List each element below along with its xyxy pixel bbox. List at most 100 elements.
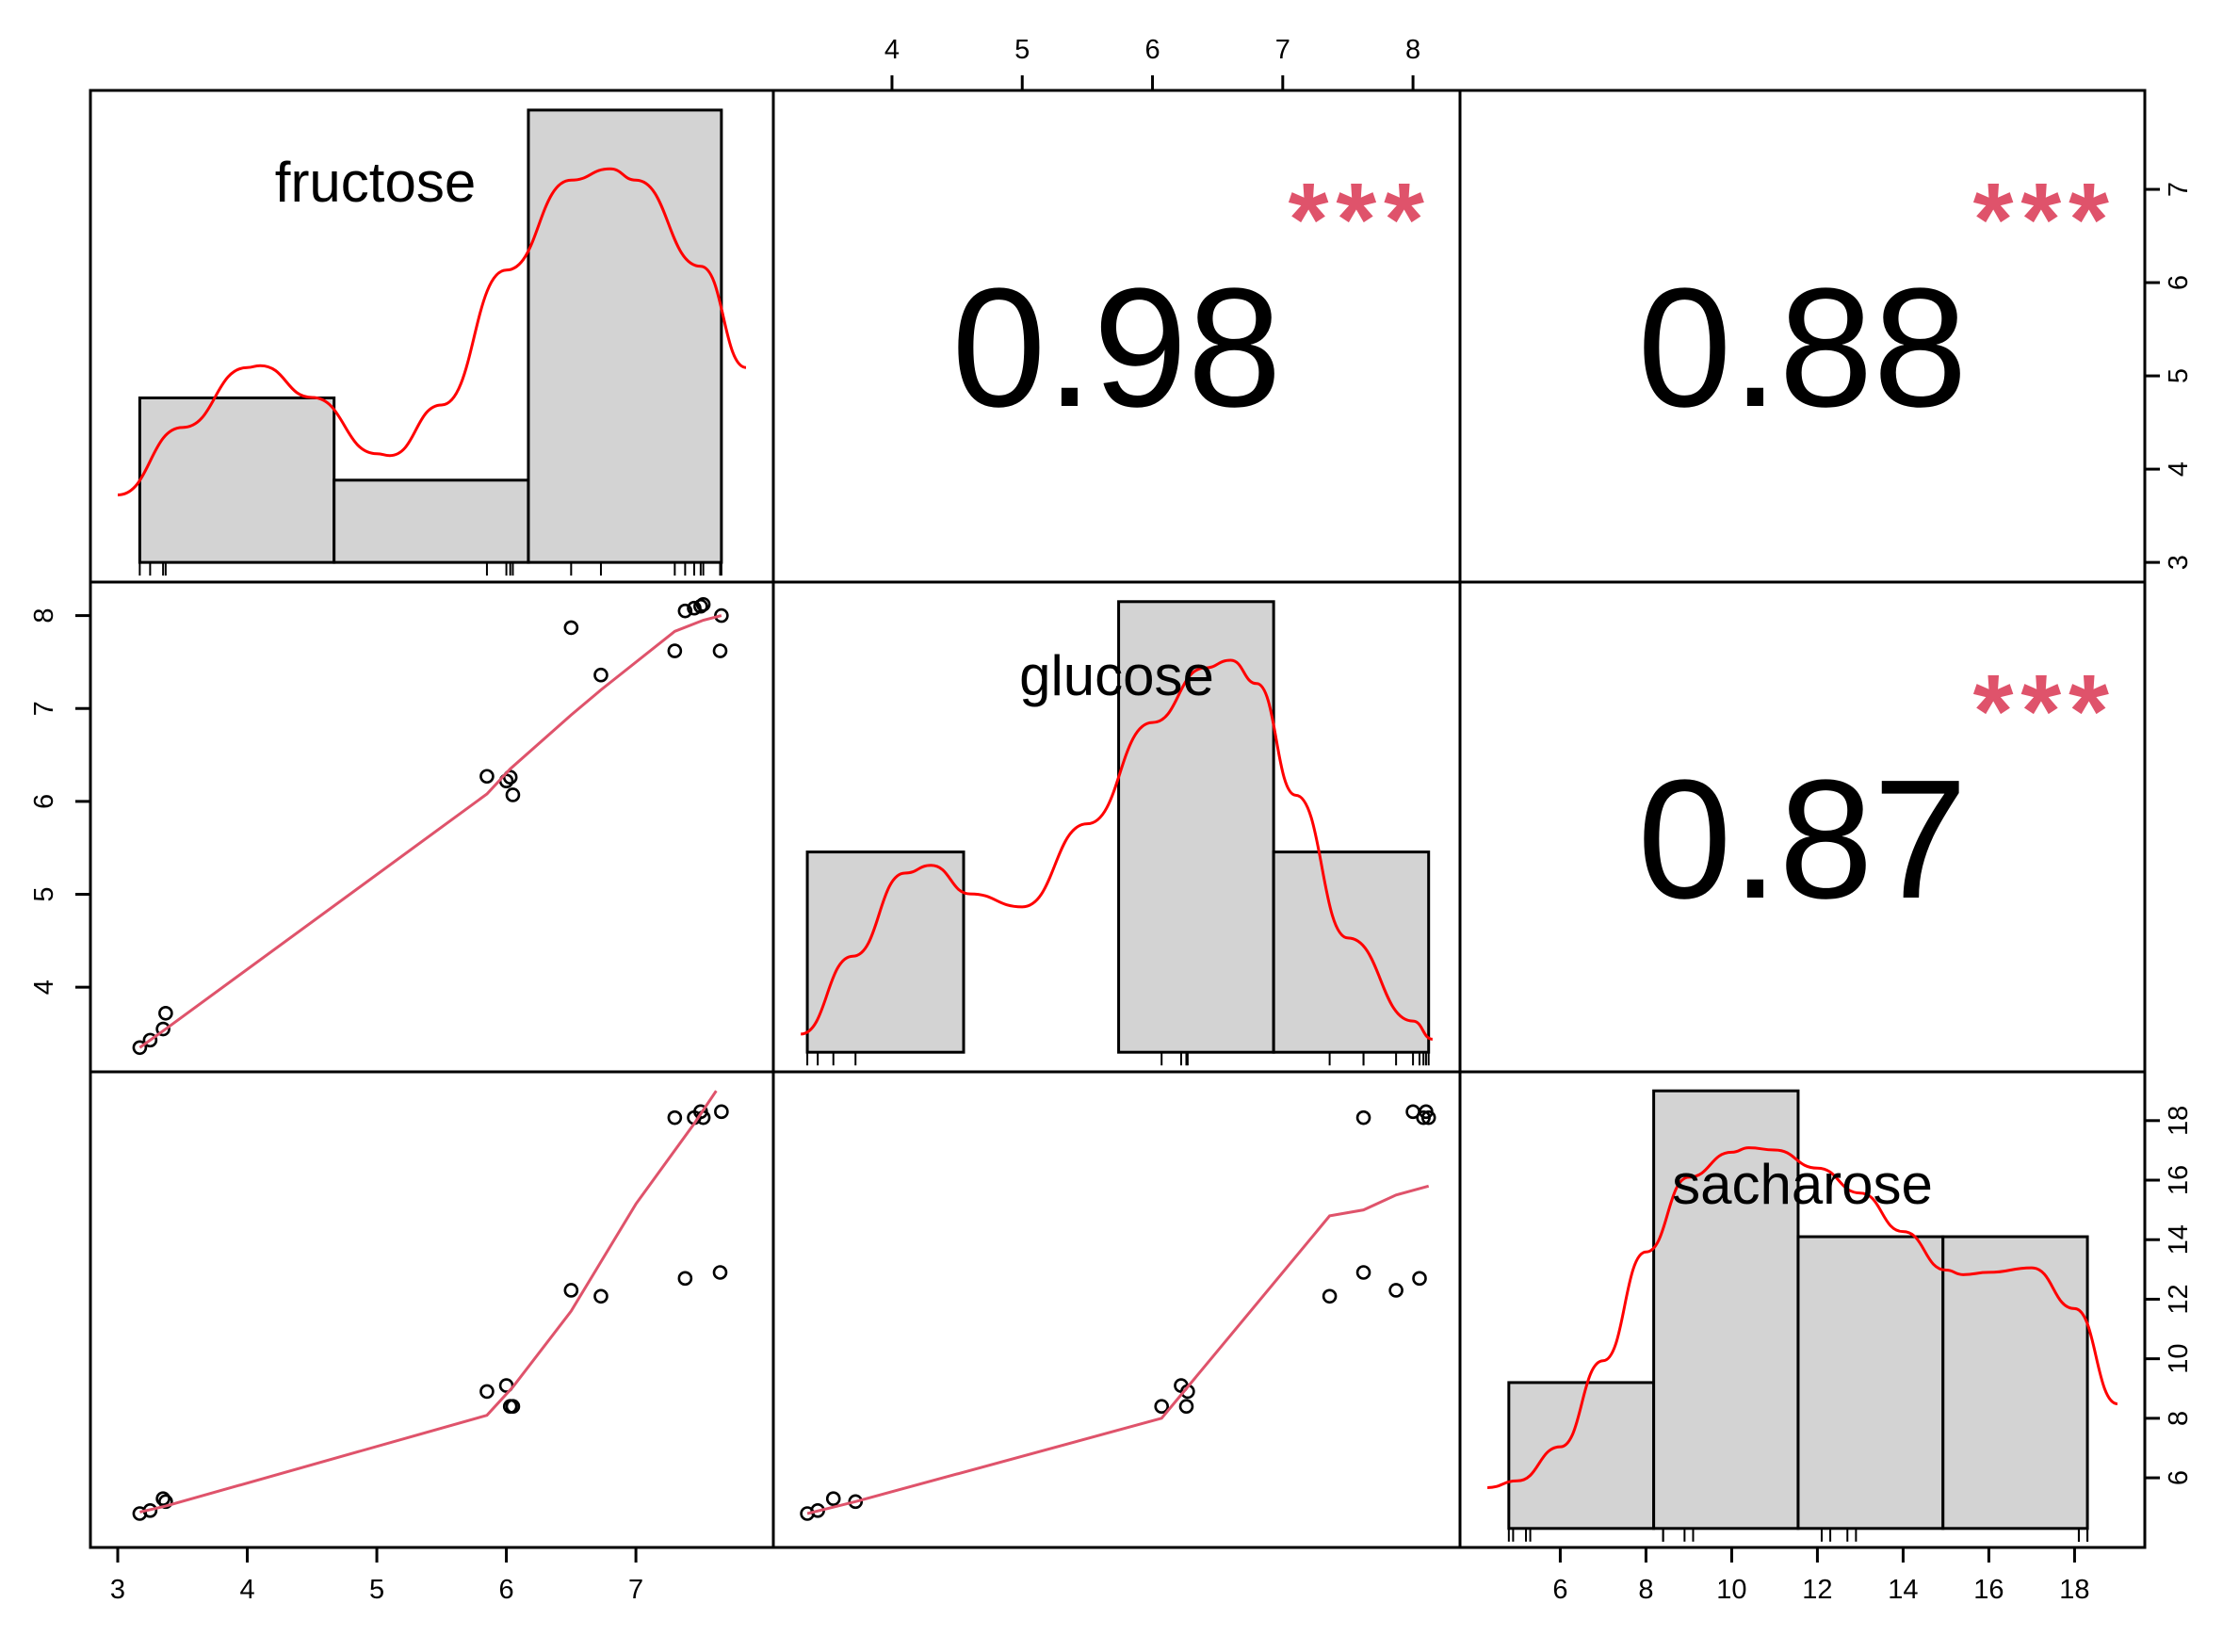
histogram-bar [1796,1235,1945,1531]
scatter-point [155,1491,170,1506]
axis-tick-label: 7 [2164,182,2194,197]
correlation-value: 0.98 [951,253,1281,443]
histogram-bar [333,478,530,564]
axis-tick-label: 10 [2164,1344,2194,1374]
scatter-point [158,1494,173,1510]
axis-tick-label: 3 [110,1575,125,1605]
scatter-point [677,1271,693,1287]
scatter-point [479,769,495,785]
scatter-point [479,1384,495,1400]
axis-tick-label: 4 [239,1575,254,1605]
axis-tick-label: 14 [1888,1575,1918,1605]
scatter-point [1355,1265,1371,1280]
loess-smooth-line [139,1090,718,1514]
scatter-point [158,1005,173,1021]
axis-tick-label: 12 [2164,1284,2194,1314]
axis-tick-label: 8 [2164,1411,2194,1426]
scatter-point [1154,1399,1170,1415]
axis-tick-label: 7 [1275,35,1290,65]
axis-tick-label: 14 [2164,1224,2194,1255]
variable-name-fructose: fructose [275,151,476,214]
axis-tick-label: 6 [1552,1575,1567,1605]
variable-name-glucose: glucose [1019,644,1214,707]
axis-tick-label: 5 [29,886,59,901]
density-curve [117,167,747,496]
axis-tick-label: 6 [2164,1470,2194,1485]
axis-tick-label: 8 [1638,1575,1653,1605]
significance-stars: *** [1973,162,2117,278]
variable-name-sacharose: sacharose [1672,1153,1933,1216]
scatter-point [667,1109,683,1126]
histogram-bar [1272,850,1431,1054]
scatter-panel-glucose-vs-fructose [132,596,729,1056]
panel-border [771,1070,1462,1549]
scatter-point [1355,1109,1371,1126]
scatter-point [695,596,711,612]
histogram-bar [138,396,336,564]
scatter-point [505,787,521,802]
scatter-point [155,1021,170,1037]
histogram-bar [1652,1089,1800,1531]
histogram-bar [1941,1235,2089,1531]
scatter-point [667,643,683,658]
significance-stars: *** [1973,654,2117,769]
loess-smooth-line [138,614,722,1049]
axis-tick-label: 4 [2164,462,2194,477]
axis-tick-label: 6 [1144,35,1160,65]
axis-tick-label: 3 [2164,555,2194,570]
axis-tick-label: 5 [2164,368,2194,383]
axis-tick-label: 16 [2164,1165,2194,1195]
correlation-value: 0.87 [1637,745,1967,934]
scatter-point [687,600,702,616]
histogram-bar [1507,1381,1656,1531]
scatter-panel-sacharose-vs-glucose [800,1104,1436,1521]
scatter-point [593,1288,608,1304]
correlation-value: 0.88 [1637,253,1967,443]
axis-tick-label: 7 [29,701,59,716]
scatter-point [132,1040,148,1056]
scatter-panel-sacharose-vs-fructose [132,1090,729,1521]
axis-tick-label: 18 [2164,1106,2194,1136]
histogram-bar [527,108,723,564]
axis-tick-label: 5 [1014,35,1030,65]
density-curve [1487,1146,2118,1489]
axis-tick-label: 5 [369,1575,384,1605]
scatter-point [712,643,728,658]
axis-tick-label: 12 [1802,1575,1832,1605]
panel-border [89,1070,775,1549]
axis-tick-label: 7 [628,1575,643,1605]
axis-tick-label: 8 [29,608,59,624]
scatter-point [1178,1399,1194,1415]
diag-panel-sacharose: sacharose [1487,1089,2118,1542]
scatter-point [848,1494,864,1510]
histogram-bar [805,850,965,1054]
scatter-point [1412,1271,1427,1287]
axis-tick-label: 6 [29,794,59,809]
scatter-point [712,1265,728,1280]
scatter-point [714,1104,729,1120]
scatter-point [714,607,729,624]
scatter-point [563,620,579,636]
axis-tick-label: 4 [884,35,900,65]
scatter-point [593,667,608,683]
diag-panel-glucose: glucose [800,600,1434,1066]
scatter-point [505,1399,521,1415]
axis-tick-label: 18 [2059,1575,2089,1605]
scatter-point [1405,1104,1420,1120]
density-curve [800,658,1434,1041]
axis-tick-label: 6 [499,1575,514,1605]
scatter-point [1388,1283,1403,1298]
scatter-point [677,603,693,619]
loess-smooth-line [806,1184,1430,1515]
scatter-point [142,1032,158,1048]
scatter-point [563,1283,579,1298]
significance-stars: *** [1289,162,1432,278]
axis-tick-label: 16 [1973,1575,2004,1605]
scatter-point [1322,1288,1338,1304]
scatter-point [825,1491,841,1506]
scatter-point [1420,1109,1436,1126]
axis-tick-label: 10 [1716,1575,1746,1605]
axis-tick-label: 4 [29,980,59,995]
axis-tick-label: 6 [2164,275,2194,290]
